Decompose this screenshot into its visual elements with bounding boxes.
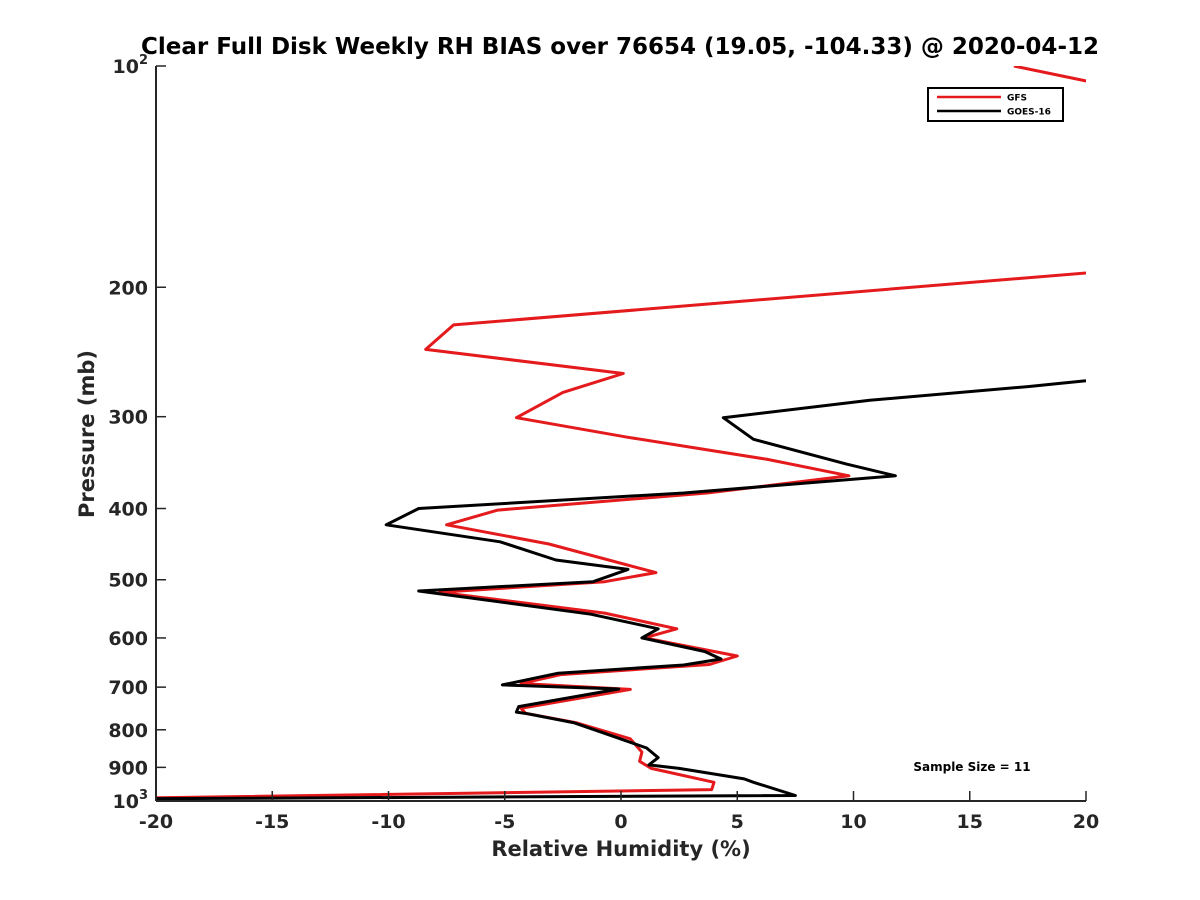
y-tick-label: 700	[108, 677, 148, 699]
y-tick-label: 400	[108, 499, 148, 521]
x-tick-label: -15	[255, 811, 289, 833]
y-tick-base: 10	[113, 56, 139, 78]
series-line-goes16	[156, 379, 1086, 801]
x-tick-label: 5	[731, 811, 744, 833]
y-tick-label: 800	[108, 720, 148, 742]
y-tick-label: 103	[113, 788, 149, 813]
legend: GFS GOES-16	[927, 87, 1064, 122]
y-tick-label: 300	[108, 407, 148, 429]
y-tick-label: 500	[108, 570, 148, 592]
x-tick-label: 0	[614, 811, 627, 833]
y-tick-exponent: 3	[139, 788, 148, 803]
x-tick-label: 15	[957, 811, 983, 833]
y-axis-label: Pressure (mb)	[75, 350, 99, 518]
y-tick-label: 900	[108, 757, 148, 779]
chart-title: Clear Full Disk Weekly RH BIAS over 7665…	[141, 34, 1099, 60]
series-line-gfs	[156, 66, 1086, 800]
y-tick-base: 10	[113, 791, 139, 813]
x-tick-label: -5	[494, 811, 515, 833]
x-tick-label: 10	[840, 811, 866, 833]
series-layer	[156, 66, 1086, 801]
y-tick-label: 102	[113, 53, 149, 78]
y-tick-label: 600	[108, 628, 148, 650]
sample-size-annotation: Sample Size = 11	[913, 760, 1030, 774]
x-tick-label: 20	[1073, 811, 1099, 833]
x-tick-label: -20	[139, 811, 173, 833]
y-tick-exponent: 2	[139, 53, 148, 68]
x-axis-ticks: -20 -15 -10 -5 0 5 10 15 20	[139, 791, 1099, 833]
legend-box	[927, 87, 1064, 122]
legend-label-gfs: GFS	[1007, 94, 1027, 104]
y-tick-label: 200	[108, 277, 148, 299]
x-tick-label: -10	[371, 811, 405, 833]
legend-label-goes16: GOES-16	[1007, 108, 1051, 118]
x-axis-label: Relative Humidity (%)	[491, 837, 750, 861]
